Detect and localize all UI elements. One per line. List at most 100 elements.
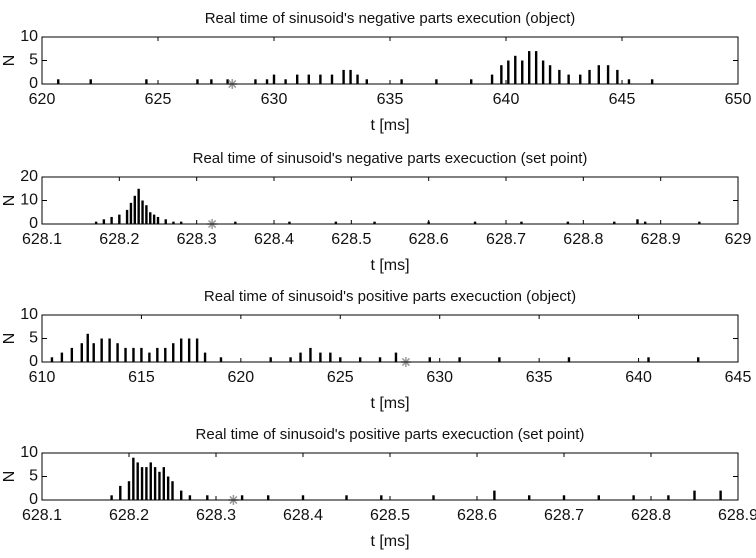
bar [632,495,635,500]
bar [606,65,610,84]
y-axis-label: N [1,333,18,345]
y-tick-label: 10 [20,306,38,323]
x-tick-label: 629 [725,231,752,248]
x-tick-label: 645 [609,91,636,108]
bar [100,338,103,362]
bar [309,347,312,362]
bar [116,343,119,362]
chart-title: Real time of sinusoid's positive parts e… [204,288,576,305]
bar [171,481,174,500]
bar [153,467,157,500]
bar [470,79,473,84]
bar [319,74,322,84]
x-tick-label: 628.9 [641,231,681,248]
bar [349,69,352,84]
bar [133,195,136,224]
x-tick-label: 628.7 [486,231,526,248]
bar [129,202,133,224]
bar [152,214,156,224]
bar [119,485,122,500]
plot-frame [41,314,739,363]
x-tick-label: 628.2 [109,507,149,524]
y-tick-label: 10 [20,28,38,45]
bar [210,79,213,84]
bar [149,462,152,500]
bar [667,495,670,500]
bar [172,221,175,224]
x-tick-label: 628.9 [718,507,756,524]
bar [719,490,722,500]
bar [521,60,524,84]
bar [616,69,619,84]
x-tick-label: 628.8 [563,231,603,248]
bar [102,219,106,224]
x-tick-label: 628.5 [370,507,410,524]
bar [339,357,342,362]
bar [627,79,631,84]
bar [548,65,552,84]
y-axis-label: N [1,195,18,207]
bar [132,457,135,500]
bar [373,221,376,224]
bar [698,221,701,224]
bar [541,60,545,84]
bar [132,347,135,362]
bar [378,357,382,362]
bar [187,338,191,362]
x-tick-label: 628.4 [283,507,323,524]
bar [164,219,167,224]
y-tick-label: 5 [29,52,38,69]
bar [180,490,183,500]
bar [330,74,334,84]
bar [267,495,270,500]
x-axis-label: t [ms] [370,257,409,274]
bar [562,495,566,500]
bar [500,65,503,84]
bar [240,495,244,500]
bar [528,51,531,84]
x-tick-label: 628.4 [254,231,294,248]
bar [156,347,159,362]
bar [269,357,272,362]
bar [89,79,92,84]
bar [473,221,477,224]
bar [528,495,531,500]
x-tick-label: 615 [128,369,155,386]
bar [493,490,496,500]
bar [226,79,229,84]
y-tick-label: 0 [29,75,38,92]
bar [172,343,175,362]
x-tick-label: 645 [725,369,752,386]
y-tick-label: 5 [29,468,38,485]
bar [534,51,538,84]
y-axis-label: N [1,471,18,483]
plot-frame [41,36,739,85]
x-tick-label: 628.2 [99,231,139,248]
x-axis-label: t [ms] [370,533,409,550]
bar [265,79,269,84]
bar [358,357,362,362]
bar [140,347,143,362]
y-tick-label: 10 [20,192,38,209]
x-tick-label: 640 [493,91,520,108]
bar [342,69,345,84]
x-tick-label: 630 [426,369,453,386]
bar [284,79,287,84]
bar [145,79,148,84]
bar [356,74,359,84]
bar [86,333,89,362]
bar [514,55,517,84]
x-tick-label: 610 [29,369,56,386]
bar [697,357,700,362]
bar [80,343,83,362]
bar [124,347,127,362]
bar [156,216,160,224]
bar [145,205,148,224]
bar [196,79,199,84]
x-tick-label: 625 [145,91,172,108]
bar [60,352,64,362]
bar [693,490,696,500]
y-tick-label: 0 [29,353,38,370]
bar [579,74,582,84]
